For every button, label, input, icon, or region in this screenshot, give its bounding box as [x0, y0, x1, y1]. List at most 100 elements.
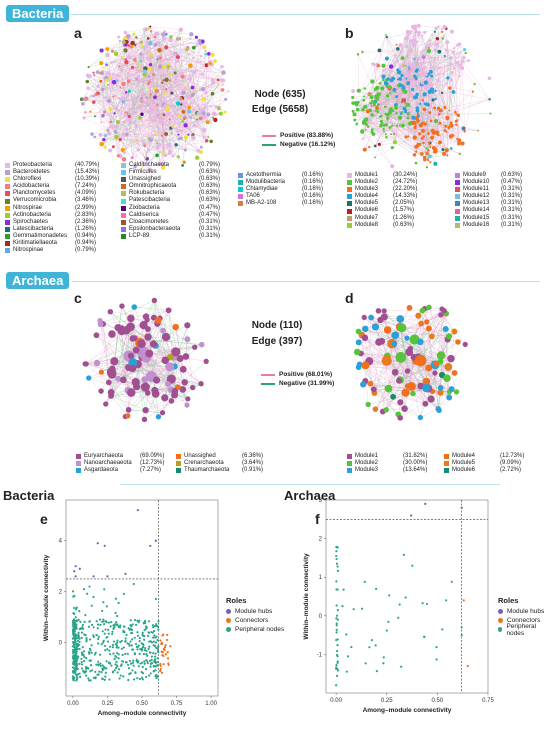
network-node	[429, 56, 433, 59]
network-node	[376, 92, 381, 97]
network-node	[430, 63, 432, 66]
network-edge	[141, 29, 146, 99]
scatter-point	[149, 672, 152, 675]
scatter-point	[93, 653, 96, 656]
y-tick-label: 0	[319, 614, 323, 620]
bacteria-phyla-item: Calditrichaeota (0.79%)	[121, 162, 220, 169]
scatter-point	[106, 640, 110, 643]
scatter-point	[109, 653, 112, 656]
scatter-point	[115, 651, 119, 655]
network-node	[147, 148, 151, 152]
legend-swatch	[176, 468, 181, 474]
bacteria-modules-item: Module1 (30.24%)	[347, 172, 417, 179]
scatter-point	[400, 665, 403, 668]
scatter-point	[159, 662, 162, 666]
network-node	[100, 71, 104, 74]
scatter-point	[335, 624, 338, 627]
network-node	[137, 339, 146, 349]
network-node	[449, 121, 453, 125]
network-node	[183, 148, 187, 152]
network-node	[227, 90, 230, 93]
network-edge	[400, 344, 466, 419]
scatter-point	[106, 575, 109, 578]
network-node	[462, 60, 465, 63]
bacteria-phyla-item: Caldiserica (0.47%)	[121, 212, 220, 219]
scatter-point	[75, 627, 78, 630]
network-node	[125, 407, 132, 413]
plot-f-section-title: Archaea	[284, 488, 336, 503]
network-node	[361, 334, 369, 342]
network-node	[429, 70, 433, 74]
network-node	[383, 130, 385, 133]
network-node	[451, 328, 458, 335]
network-edge	[121, 328, 124, 380]
network-node	[198, 116, 203, 121]
network-node	[181, 110, 186, 114]
scatter-point	[145, 627, 148, 630]
network-node	[391, 331, 400, 340]
network-node	[192, 123, 197, 128]
legend-swatch	[5, 233, 10, 239]
legend-percent: (30.00%)	[403, 460, 428, 467]
network-edge	[370, 377, 447, 384]
network-edge	[418, 144, 428, 154]
network-node	[189, 384, 196, 391]
network-node	[433, 132, 436, 135]
network-node	[437, 49, 442, 54]
network-node	[144, 333, 152, 341]
network-edge	[121, 57, 177, 145]
scatter-point	[166, 633, 169, 637]
archaea-positive-edge-swatch	[261, 373, 275, 376]
scatter-point	[142, 653, 145, 656]
scatter-point	[110, 664, 113, 667]
scatter-point	[122, 592, 125, 596]
scatter-point	[72, 660, 75, 663]
network-node	[154, 317, 162, 324]
network-node	[381, 74, 386, 79]
network-edge	[101, 72, 117, 137]
network-node	[444, 124, 448, 128]
network-node	[366, 120, 370, 124]
network-node	[212, 112, 215, 115]
network-node	[113, 51, 119, 57]
scatter-point	[123, 630, 126, 634]
network-node	[111, 145, 115, 149]
network-node	[209, 139, 213, 144]
network-node	[139, 59, 143, 63]
network-node	[462, 341, 468, 348]
network-node	[105, 379, 112, 386]
scatter-point	[152, 640, 156, 643]
network-edge	[364, 34, 387, 121]
network-edge	[120, 40, 200, 140]
network-node	[164, 108, 169, 112]
network-node	[427, 89, 432, 94]
bacteria-phyla-item: Gemmatimonadetes (0.94%)	[5, 233, 99, 240]
network-node	[382, 124, 386, 127]
network-node	[187, 76, 193, 82]
bacteria-phyla-item: Nitrospinae (0.79%)	[5, 247, 99, 254]
legend-name: Module10	[463, 179, 490, 186]
scatter-point	[132, 582, 135, 586]
network-node	[125, 413, 131, 419]
network-node	[398, 43, 403, 48]
network-node	[422, 141, 425, 145]
network-node	[205, 139, 209, 143]
network-edge	[106, 77, 167, 135]
network-node	[113, 106, 118, 111]
network-edge	[391, 64, 405, 67]
network-node	[188, 128, 192, 131]
plot-e-section-title: Bacteria	[3, 488, 55, 503]
network-node	[363, 104, 368, 109]
network-node	[454, 60, 459, 65]
scatter-point	[166, 651, 169, 654]
network-edge	[131, 356, 186, 393]
positive-edge-label: Positive (83.88%)	[280, 132, 334, 139]
roles-legend-f-title: Roles	[498, 596, 519, 605]
scatter-point	[84, 670, 87, 673]
network-node	[171, 125, 175, 129]
network-node	[420, 34, 424, 37]
legend-swatch	[238, 180, 243, 186]
network-node	[365, 401, 371, 408]
network-node	[435, 406, 442, 412]
legend-percent: (2.99%)	[75, 204, 97, 211]
